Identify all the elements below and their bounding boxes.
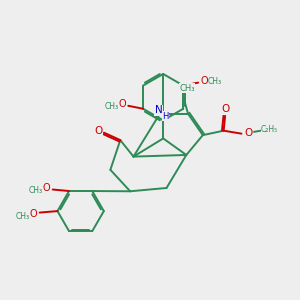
Text: O: O [222, 104, 230, 114]
Text: O: O [43, 183, 51, 193]
Text: CH₃: CH₃ [29, 186, 43, 195]
Text: CH₃: CH₃ [16, 212, 30, 221]
Text: N: N [154, 105, 162, 115]
Text: O: O [94, 126, 103, 136]
Text: CH₃: CH₃ [104, 102, 118, 111]
Text: O: O [118, 99, 126, 109]
Text: CH₃: CH₃ [208, 76, 222, 85]
Text: CH₃: CH₃ [179, 84, 195, 93]
Text: H: H [162, 112, 168, 121]
Text: C₂H₅: C₂H₅ [261, 125, 278, 134]
Text: O: O [244, 128, 252, 138]
Text: O: O [30, 209, 38, 219]
Text: O: O [200, 76, 208, 86]
